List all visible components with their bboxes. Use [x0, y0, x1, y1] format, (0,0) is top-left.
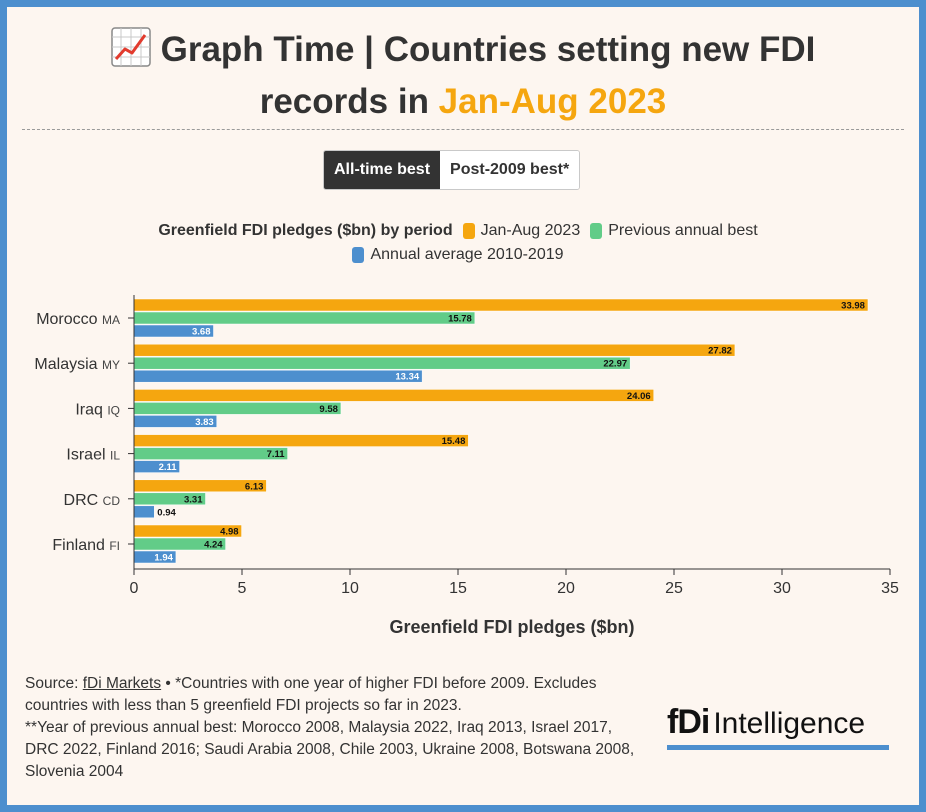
bar: [133, 434, 469, 447]
bar: [133, 311, 476, 325]
data-label: 15.78: [448, 314, 472, 325]
legend-label: Previous annual best: [608, 222, 758, 239]
legend: Greenfield FDI pledges ($bn) by period J…: [7, 219, 919, 267]
legend-swatch-orange: [462, 223, 475, 239]
data-label: 3.68: [192, 327, 211, 338]
bar: [133, 389, 654, 402]
title-highlight: Jan-Aug 2023: [438, 82, 667, 121]
data-label: 0.94: [157, 507, 176, 518]
data-label: 6.13: [245, 481, 264, 492]
x-tick-label: 5: [238, 580, 247, 597]
footer: Source: fDi Markets • *Countries with on…: [25, 673, 645, 783]
data-label: 2.11: [159, 462, 178, 473]
data-label: 4.24: [204, 540, 223, 551]
data-label: 1.94: [154, 553, 173, 564]
data-label: 3.31: [184, 494, 203, 505]
card: Graph Time | Countries setting new FDI r…: [7, 7, 919, 805]
source-prefix: Source:: [25, 675, 83, 692]
data-label: 13.34: [395, 372, 419, 383]
toggle-post-2009-best[interactable]: Post-2009 best*: [440, 151, 580, 189]
logo-text: Intelligence: [713, 707, 866, 740]
legend-item-jan-aug-2023[interactable]: Jan-Aug 2023: [462, 219, 581, 243]
legend-label: Annual average 2010-2019: [370, 246, 564, 263]
data-label: 22.97: [603, 359, 627, 370]
bar: [133, 298, 869, 312]
title-line-1: Graph Time | Countries setting new FDI: [160, 30, 816, 69]
data-label: 27.82: [708, 346, 732, 357]
category-label: Israel IL: [66, 447, 120, 464]
x-tick-label: 35: [881, 580, 899, 597]
bar: [133, 356, 631, 370]
legend-title: Greenfield FDI pledges ($bn) by period: [158, 222, 453, 239]
footer-note-1: • *Countries with one year of higher FDI…: [25, 675, 597, 714]
x-tick-label: 0: [130, 580, 139, 597]
data-label: 9.58: [319, 404, 338, 415]
data-label: 4.98: [220, 527, 239, 538]
bar: [133, 447, 288, 460]
data-label: 24.06: [627, 391, 651, 402]
x-tick-label: 20: [557, 580, 575, 597]
bar: [133, 402, 342, 415]
chart-increasing-icon: [110, 27, 151, 79]
source-link[interactable]: fDi Markets: [82, 675, 162, 692]
data-label: 3.83: [195, 417, 214, 428]
divider: [22, 129, 904, 130]
logo-underline: [667, 745, 889, 750]
category-label: Morocco MA: [36, 311, 120, 328]
view-toggle: All-time best Post-2009 best*: [323, 150, 581, 190]
bar-chart: Morocco MA 33.98 15.78 3.68 Malaysia MY 27.82…: [34, 295, 899, 637]
x-tick-label: 25: [665, 580, 683, 597]
footer-note-2: **Year of previous annual best: Morocco …: [25, 719, 635, 780]
category-label: Finland FI: [52, 537, 120, 554]
title-line-2-prefix: records in: [259, 82, 439, 121]
logo-brand: fDi: [667, 703, 710, 741]
category-label: DRC CD: [64, 492, 121, 509]
x-tick-label: 30: [773, 580, 791, 597]
page-title: Graph Time | Countries setting new FDI r…: [7, 27, 919, 125]
fdi-intelligence-logo: fDi Intelligence: [667, 703, 891, 753]
legend-swatch-green: [590, 223, 603, 239]
x-tick-label: 15: [449, 580, 467, 597]
data-label: 33.98: [841, 301, 865, 312]
legend-label: Jan-Aug 2023: [480, 222, 581, 239]
toggle-all-time-best[interactable]: All-time best: [324, 151, 441, 189]
data-label: 7.11: [267, 449, 286, 460]
bar: [133, 505, 155, 519]
data-label: 15.48: [442, 436, 466, 447]
bar: [133, 369, 423, 383]
legend-swatch-blue: [352, 247, 365, 263]
bar: [133, 343, 736, 357]
category-label: Iraq IQ: [75, 401, 120, 418]
legend-item-annual-average[interactable]: Annual average 2010-2019: [352, 243, 564, 267]
x-tick-label: 10: [341, 580, 359, 597]
x-axis-title: Greenfield FDI pledges ($bn): [389, 617, 634, 637]
category-label: Malaysia MY: [34, 356, 120, 373]
legend-item-previous-annual-best[interactable]: Previous annual best: [590, 219, 758, 243]
